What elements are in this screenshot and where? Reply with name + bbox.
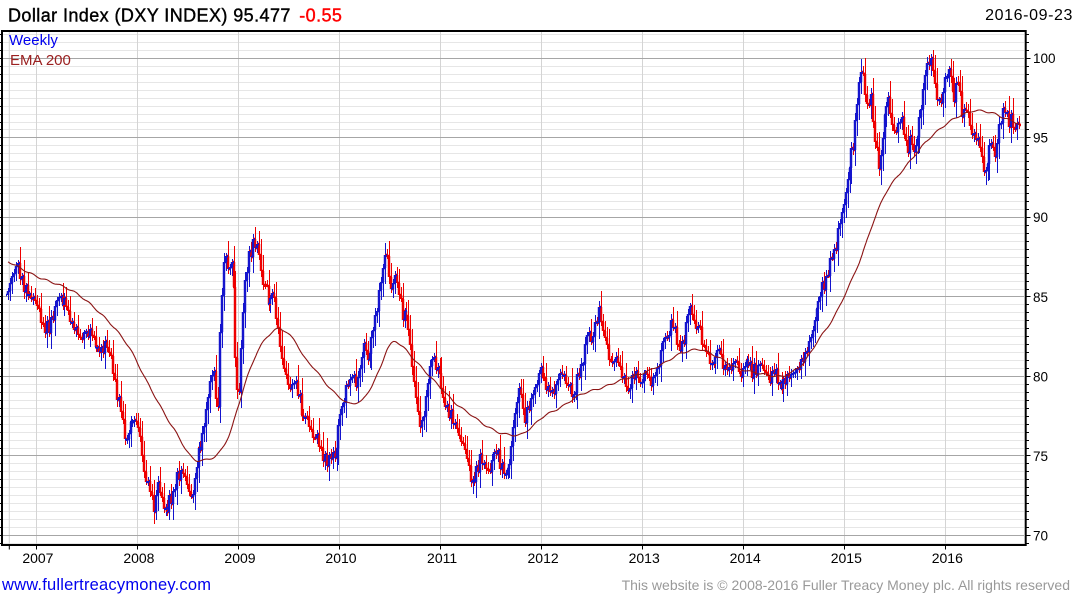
svg-text:85: 85 — [1033, 290, 1048, 305]
svg-text:Dollar Index (DXY INDEX) 95.47: Dollar Index (DXY INDEX) 95.477 -0.55 — [8, 6, 342, 26]
svg-text:2008: 2008 — [123, 550, 154, 566]
svg-text:2012: 2012 — [528, 550, 559, 566]
svg-text:EMA 200: EMA 200 — [10, 52, 71, 69]
svg-text:2009: 2009 — [224, 550, 255, 566]
svg-text:2014: 2014 — [730, 550, 761, 566]
svg-text:2016: 2016 — [932, 550, 963, 566]
svg-text:2013: 2013 — [629, 550, 660, 566]
svg-text:2015: 2015 — [831, 550, 862, 566]
svg-text:2007: 2007 — [22, 550, 53, 566]
svg-text:Weekly: Weekly — [9, 32, 58, 49]
svg-text:75: 75 — [1033, 449, 1048, 464]
svg-text:80: 80 — [1033, 369, 1048, 384]
svg-text:100: 100 — [1033, 51, 1056, 66]
svg-text:90: 90 — [1033, 210, 1048, 225]
svg-text:2011: 2011 — [427, 550, 457, 566]
svg-text:2010: 2010 — [325, 550, 356, 566]
svg-text:95: 95 — [1033, 131, 1048, 146]
svg-text:www.fullertreacymoney.com: www.fullertreacymoney.com — [1, 576, 211, 594]
svg-text:2016-09-23: 2016-09-23 — [985, 7, 1073, 24]
svg-text:This website is © 2008-2016 Fu: This website is © 2008-2016 Fuller Treac… — [622, 577, 1070, 593]
svg-text:70: 70 — [1033, 528, 1048, 543]
